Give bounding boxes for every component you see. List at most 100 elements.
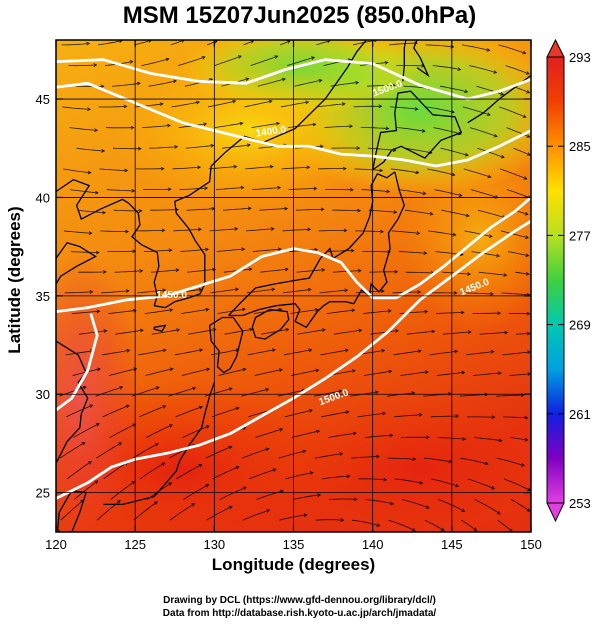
streamline-arrowhead [315,368,320,373]
streamline [148,80,177,87]
coastline-china-coast-south [56,340,89,464]
streamline [361,189,390,193]
streamline-arrowhead [195,100,201,105]
streamline-arrowhead [338,389,343,394]
streamline [357,412,386,418]
y-tick-label: 40 [36,190,50,205]
streamline [388,519,416,532]
streamline-arrowhead [197,227,202,232]
streamline [329,498,358,500]
streamline-arrowhead [490,291,494,296]
streamline [314,390,342,397]
streamline [222,144,251,149]
streamline-arrowhead [138,209,143,213]
streamline [224,328,253,335]
streamline-arrowhead [199,348,204,353]
streamline-arrowhead [246,143,251,148]
streamline-arrowhead [497,371,502,376]
streamline [99,168,128,171]
streamline-arrowhead [119,386,124,390]
streamline [66,461,92,480]
streamline [404,147,432,154]
streamline [389,42,418,46]
streamline-arrowhead [344,288,349,293]
streamline-arrowhead [279,428,284,432]
streamline [439,85,468,93]
streamline [479,332,508,335]
streamline-arrowhead [174,145,179,149]
streamline [279,514,307,521]
streamline [471,251,500,257]
streamline [365,499,394,505]
streamline-arrowhead [389,501,395,506]
streamline-arrowhead [467,330,472,334]
streamline [145,368,173,376]
streamline-arrowhead [245,77,250,82]
streamline [314,453,343,459]
streamline-arrowhead [308,348,313,353]
streamline [210,288,239,294]
streamline [316,40,331,46]
streamline [476,85,504,96]
streamline-arrowhead [87,170,92,175]
streamline [177,56,206,66]
y-tick-label: 25 [36,486,50,501]
streamline-arrowhead [203,122,208,127]
streamline-arrowhead [234,287,239,292]
streamline [181,308,209,314]
x-tick-label: 145 [441,537,463,552]
streamline-arrowhead [526,89,531,94]
streamline-arrowhead [161,462,166,467]
streamline-arrowhead [162,288,167,293]
streamline-arrowhead [523,176,528,180]
streamline-arrowhead [393,210,398,214]
streamline [394,478,423,484]
streamline [180,248,209,252]
streamline-arrowhead [351,308,356,313]
streamline-arrowhead [522,50,527,55]
streamline-arrowhead [241,307,246,312]
streamline [96,442,122,459]
streamline [496,394,525,397]
streamline [477,147,505,158]
streamline [324,125,353,128]
coastline-shandong-coast [56,241,97,285]
streamline [212,466,239,480]
streamline-arrowhead [317,493,322,498]
streamline-arrowhead [464,152,469,157]
streamline [497,519,513,532]
streamline [176,464,202,480]
streamline-arrowhead [242,367,247,372]
streamline [66,404,93,418]
streamline-arrowhead [321,268,326,272]
streamline [97,40,123,46]
streamline [206,506,233,521]
streamline [406,330,435,335]
streamline [100,230,129,232]
contour-line [56,313,99,412]
streamline-arrowhead [309,471,314,475]
colorbar: 253 261 269 277 285 293 [546,38,591,523]
streamline-arrowhead [350,187,354,192]
colorbar-max-triangle [546,38,565,58]
streamline [170,40,185,46]
streamline-arrowhead [394,269,399,274]
streamline [297,329,326,335]
streamline-arrowhead [424,309,429,314]
streamline-arrowhead [384,60,389,65]
streamline-arrowhead [417,290,422,294]
x-tick-label: 150 [520,537,542,552]
streamline-arrowhead [525,253,530,258]
streamline-arrowhead [276,121,281,126]
coastline-kyushu [208,316,244,374]
streamline-arrowhead [451,172,456,177]
streamline [251,122,280,128]
streamline-arrowhead [526,331,531,336]
streamline-arrowhead [524,415,529,420]
streamline [425,44,454,48]
streamline-arrowhead [379,168,384,173]
streamline-arrowhead [498,438,503,443]
streamline [204,388,233,397]
streamline-arrowhead [235,466,240,470]
colorbar-tick-label: 269 [569,318,591,333]
